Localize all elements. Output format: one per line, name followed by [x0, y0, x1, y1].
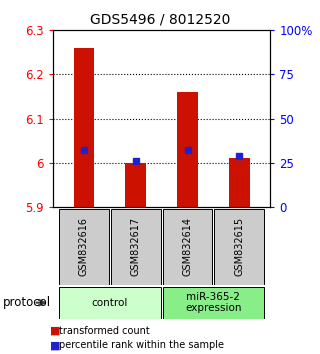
Bar [59, 287, 161, 319]
Bar [214, 209, 264, 285]
Bar [163, 287, 264, 319]
Bar [177, 92, 198, 207]
Bar [125, 163, 146, 207]
Text: GDS5496 / 8012520: GDS5496 / 8012520 [90, 12, 230, 27]
Text: GSM832616: GSM832616 [79, 217, 89, 276]
Bar [163, 209, 212, 285]
Bar [59, 209, 109, 285]
Text: GSM832617: GSM832617 [131, 217, 141, 276]
Text: ■: ■ [50, 326, 60, 336]
Text: GSM832614: GSM832614 [182, 217, 193, 276]
Bar [111, 209, 161, 285]
Text: ■: ■ [50, 340, 60, 350]
Bar [74, 48, 94, 207]
Text: protocol: protocol [3, 296, 51, 309]
Text: GSM832615: GSM832615 [234, 217, 244, 276]
Text: miR-365-2
expression: miR-365-2 expression [185, 292, 242, 314]
Text: transformed count: transformed count [59, 326, 150, 336]
Text: control: control [92, 298, 128, 308]
Text: percentile rank within the sample: percentile rank within the sample [59, 340, 224, 350]
Bar [229, 159, 250, 207]
